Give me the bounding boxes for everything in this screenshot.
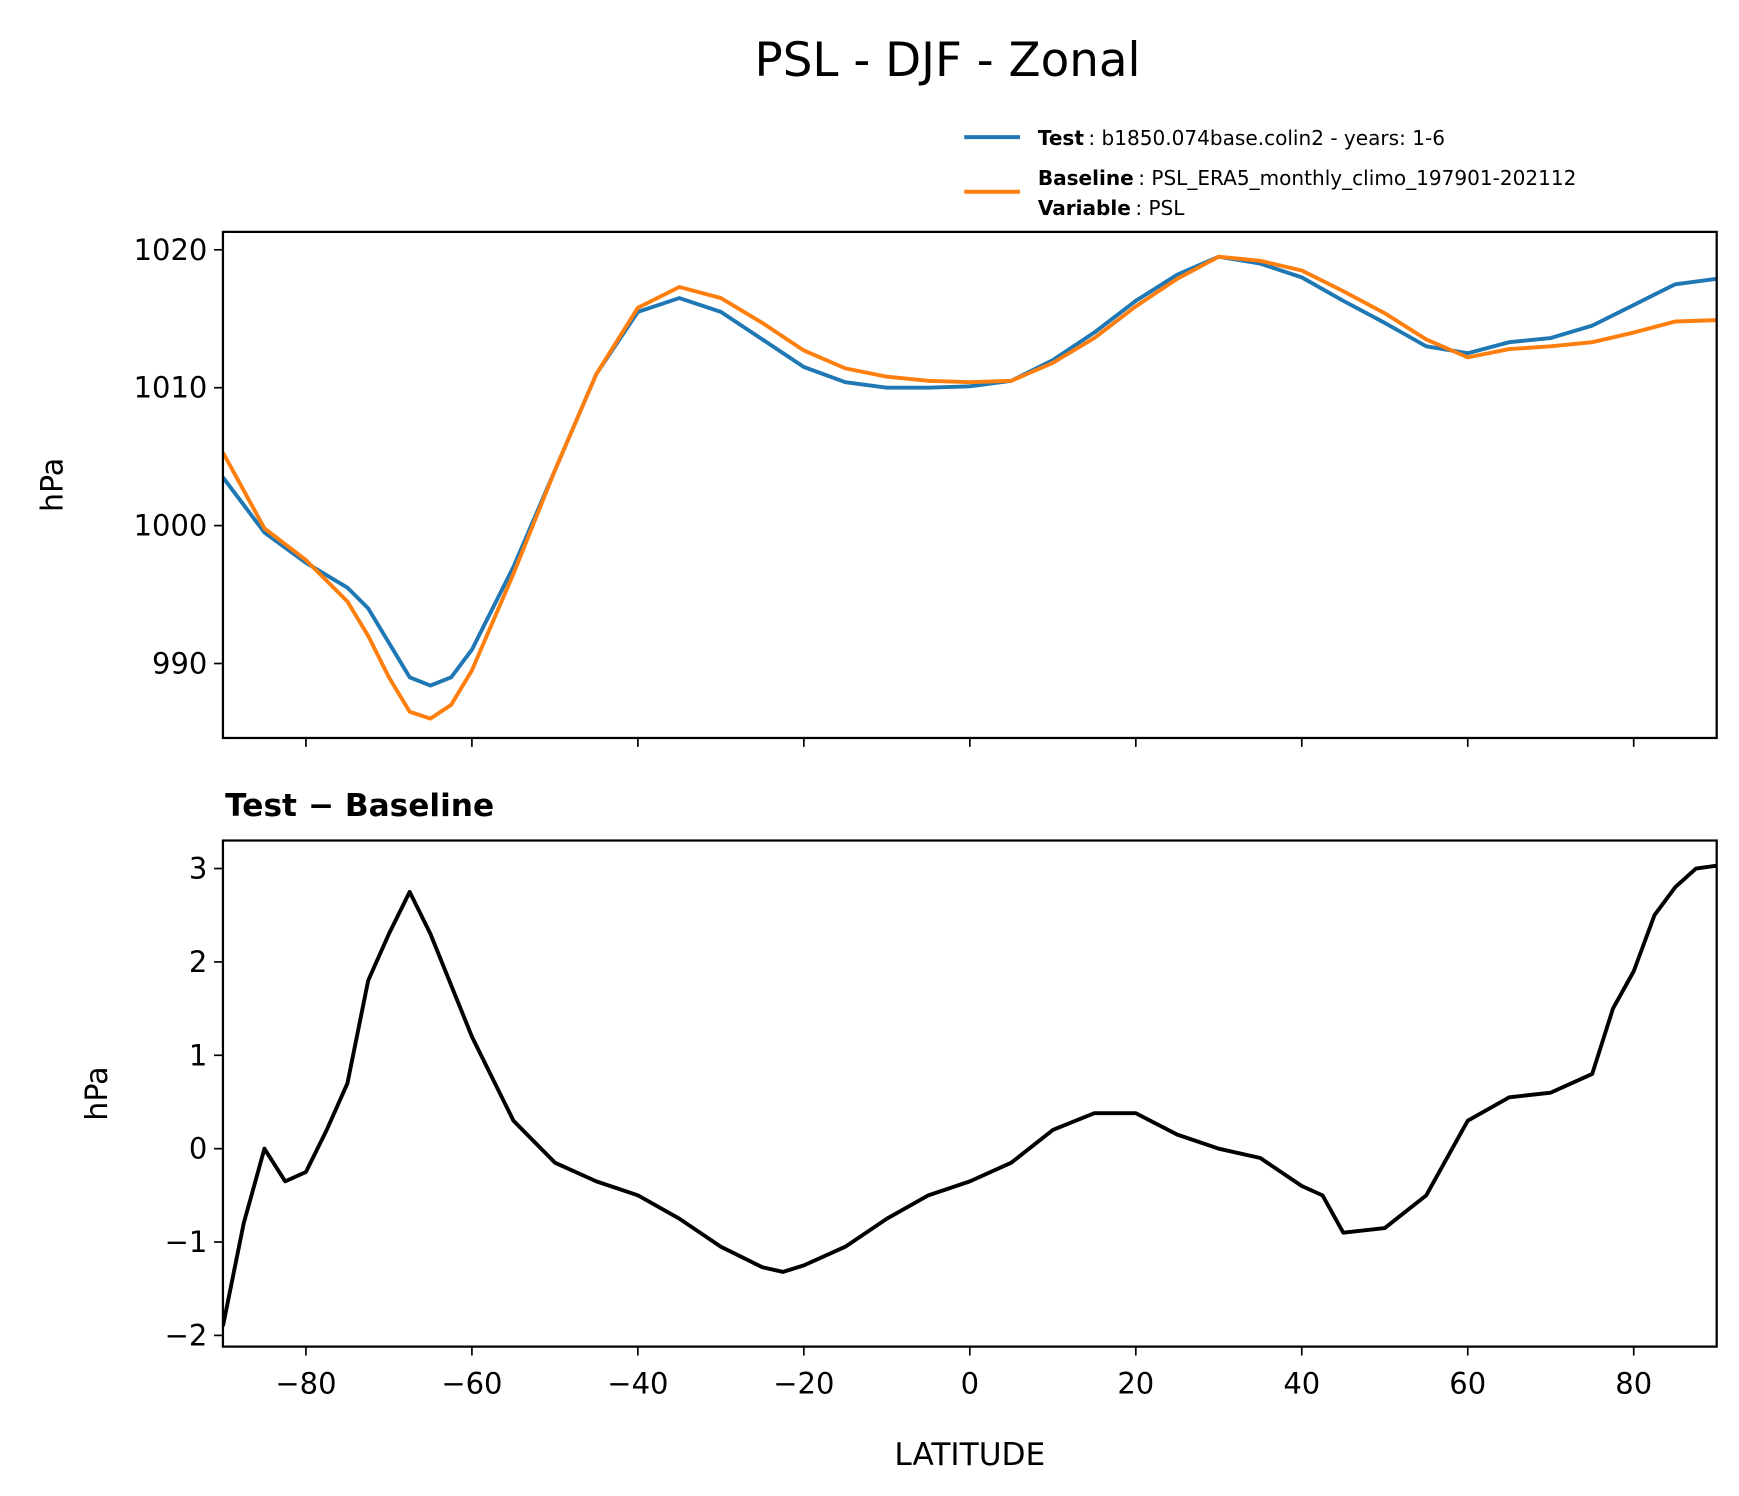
y-tick-label: 990 (152, 647, 207, 681)
x-tick-label: 0 (961, 1366, 979, 1400)
y-tick-label: 2 (189, 945, 207, 979)
legend-name: Baseline (1038, 166, 1134, 190)
y-axis-label: hPa (35, 458, 70, 512)
y-axis-label: hPa (80, 1066, 115, 1120)
x-tick-label: 20 (1117, 1366, 1154, 1400)
y-tick-label: 0 (189, 1132, 207, 1166)
data-line (222, 863, 1717, 1327)
y-tick-label: −1 (165, 1225, 208, 1259)
legend-detail: : PSL_ERA5_monthly_climo_197901-202112 (1138, 166, 1576, 190)
x-tick-label: 40 (1283, 1366, 1320, 1400)
x-tick-label: −80 (275, 1366, 336, 1400)
legend-label: Test: b1850.074base.colin2 - years: 1-6 (1038, 126, 1445, 150)
legend-note-name: Variable (1038, 196, 1131, 220)
legend-detail: : b1850.074base.colin2 - years: 1-6 (1088, 126, 1445, 150)
y-tick-label: 1 (189, 1038, 207, 1072)
y-tick-label: 1010 (134, 371, 208, 405)
x-tick-label: 80 (1615, 1366, 1652, 1400)
y-tick-label: 3 (189, 852, 207, 886)
legend-note-detail: : PSL (1135, 196, 1185, 220)
axes-frame (221, 839, 1718, 1348)
axes-frame (221, 230, 1718, 740)
legend-name: Test (1038, 126, 1085, 150)
x-tick-label: −60 (441, 1366, 502, 1400)
x-tick-label: −20 (773, 1366, 834, 1400)
data-line (222, 254, 1717, 721)
y-tick-label: −2 (165, 1318, 208, 1352)
x-tick-label: 60 (1449, 1366, 1486, 1400)
axes-title: Test − Baseline (225, 788, 494, 824)
y-tick-label: 1000 (134, 509, 208, 543)
x-tick-label: −40 (607, 1366, 668, 1400)
y-tick-label: 1020 (134, 233, 208, 267)
legend-label: Baseline: PSL_ERA5_monthly_climo_197901-… (1038, 166, 1577, 190)
x-axis-label: LATITUDE (894, 1437, 1045, 1473)
figure-title: PSL - DJF - Zonal (755, 34, 1141, 88)
legend-note: Variable: PSL (1038, 196, 1185, 220)
